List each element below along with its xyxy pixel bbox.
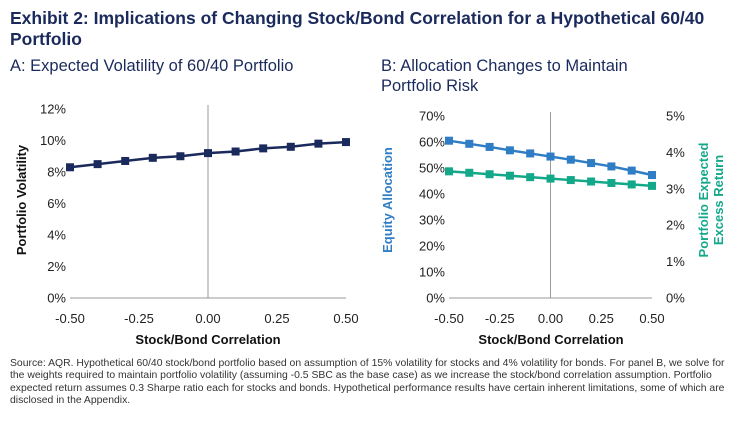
panel-b-series-0-marker: [607, 162, 616, 171]
exhibit-title: Exhibit 2: Implications of Changing Stoc…: [10, 8, 705, 49]
panel-b-series-1-marker: [587, 177, 596, 186]
panel-b-x-tick-label: -0.50: [434, 311, 464, 326]
panel-b-series-1-marker: [505, 171, 514, 180]
panel-b-x-axis-title: Stock/Bond Correlation: [478, 332, 623, 347]
panel-b-y2-tick-label: 3%: [666, 181, 685, 196]
panel-b-series-1-marker: [445, 167, 453, 176]
panel-a-y-tick-label: 0%: [47, 291, 66, 306]
panel-a-series-0-marker: [286, 142, 295, 151]
panel-b-series-0-marker: [648, 171, 656, 180]
panel-b-series-0-marker: [465, 139, 474, 148]
panel-b-y-tick-label: 10%: [419, 265, 445, 280]
panel-a-y-tick-label: 2%: [47, 259, 66, 274]
panel-b-y2-tick-label: 1%: [666, 254, 685, 269]
panel-b-series-0-marker: [546, 152, 555, 161]
panel-b-series-1-marker: [485, 170, 494, 179]
source-footnote: Source: AQR. Hypothetical 60/40 stock/bo…: [10, 358, 725, 407]
panel-b-x-tick-label: 0.50: [639, 311, 664, 326]
panel-a-series-0-marker: [204, 149, 212, 158]
panel-b-x-tick-label: 0.25: [589, 311, 614, 326]
panel-a-series-0-marker: [314, 139, 323, 148]
panel-b-y-tick-label: 20%: [419, 239, 445, 254]
panel-a-x-tick-label: 0.50: [333, 311, 358, 326]
panel-a-title: A: Expected Volatility of 60/40 Portfoli…: [10, 57, 294, 75]
panel-b-x-tick-label: -0.25: [485, 311, 515, 326]
panel-a-x-tick-label: 0.25: [264, 311, 289, 326]
panel-a-series-0-marker: [66, 163, 74, 172]
panel-b-series-1-marker: [627, 180, 636, 189]
panel-a-x-axis-title: Stock/Bond Correlation: [135, 332, 280, 347]
panel-a-series-0-marker: [93, 160, 102, 169]
panel-b-x-tick-label: 0.00: [538, 311, 563, 326]
panel-b-y2-axis-title-line1: Portfolio Expected: [696, 143, 711, 258]
panel-b-y-axis-title: Equity Allocation: [380, 147, 395, 253]
panel-b-series-1-marker: [566, 176, 575, 185]
panel-b-y2-tick-label: 2%: [666, 218, 685, 233]
panel-b-y2-axis-title-line2: Excess Return: [711, 155, 726, 245]
panel-b-title: B: Allocation Changes to Maintain Portfo…: [381, 57, 628, 95]
panel-a-x-tick-label: 0.00: [195, 311, 220, 326]
panel-a-y-axis-title: Portfolio Volatility: [14, 144, 29, 255]
panel-b-y-tick-label: 40%: [419, 187, 445, 202]
panel-a-series-0-marker: [231, 147, 240, 156]
panel-a-y-tick-label: 8%: [47, 165, 66, 180]
panel-b-series-1-marker: [648, 181, 656, 190]
panel-b-series-1-marker: [526, 173, 535, 182]
panel-b-series-0-marker: [505, 146, 514, 155]
panel-b-series-0-marker: [627, 166, 636, 175]
panel-a-x-tick-label: -0.25: [124, 311, 154, 326]
panel-a-series-0-marker: [148, 153, 157, 162]
panel-b-series-1-marker: [546, 174, 555, 183]
panel-a-x-tick-label: -0.50: [55, 311, 85, 326]
panel-a-series-0-marker: [121, 156, 130, 165]
panel-b-series-0-marker: [526, 149, 535, 158]
panel-b-series-0-marker: [566, 155, 575, 164]
panel-a-y-tick-label: 12%: [40, 102, 66, 117]
panel-a-y-tick-label: 4%: [47, 228, 66, 243]
panel-b-y2-tick-label: 4%: [666, 145, 685, 160]
panel-a-series-0-marker: [259, 144, 268, 153]
panel-b-y-tick-label: 70%: [419, 109, 445, 124]
panel-b-y-tick-label: 60%: [419, 135, 445, 150]
panel-a-series-0-marker: [342, 138, 350, 147]
panel-b-series-0-marker: [485, 142, 494, 151]
panel-b-series-1-marker: [607, 178, 616, 187]
panel-a-series-0-marker: [176, 152, 185, 161]
panel-b-y-tick-label: 30%: [419, 213, 445, 228]
panel-b-y-tick-label: 0%: [426, 291, 445, 306]
panel-b-y2-tick-label: 0%: [666, 291, 685, 306]
panel-b-series-1-marker: [465, 168, 474, 177]
panel-b-series-0-marker: [445, 136, 453, 145]
panel-b-y2-tick-label: 5%: [666, 109, 685, 124]
panel-b-series-0-marker: [587, 159, 596, 168]
panel-a-y-tick-label: 6%: [47, 196, 66, 211]
panel-a-y-tick-label: 10%: [40, 133, 66, 148]
panel-b-y-tick-label: 50%: [419, 161, 445, 176]
